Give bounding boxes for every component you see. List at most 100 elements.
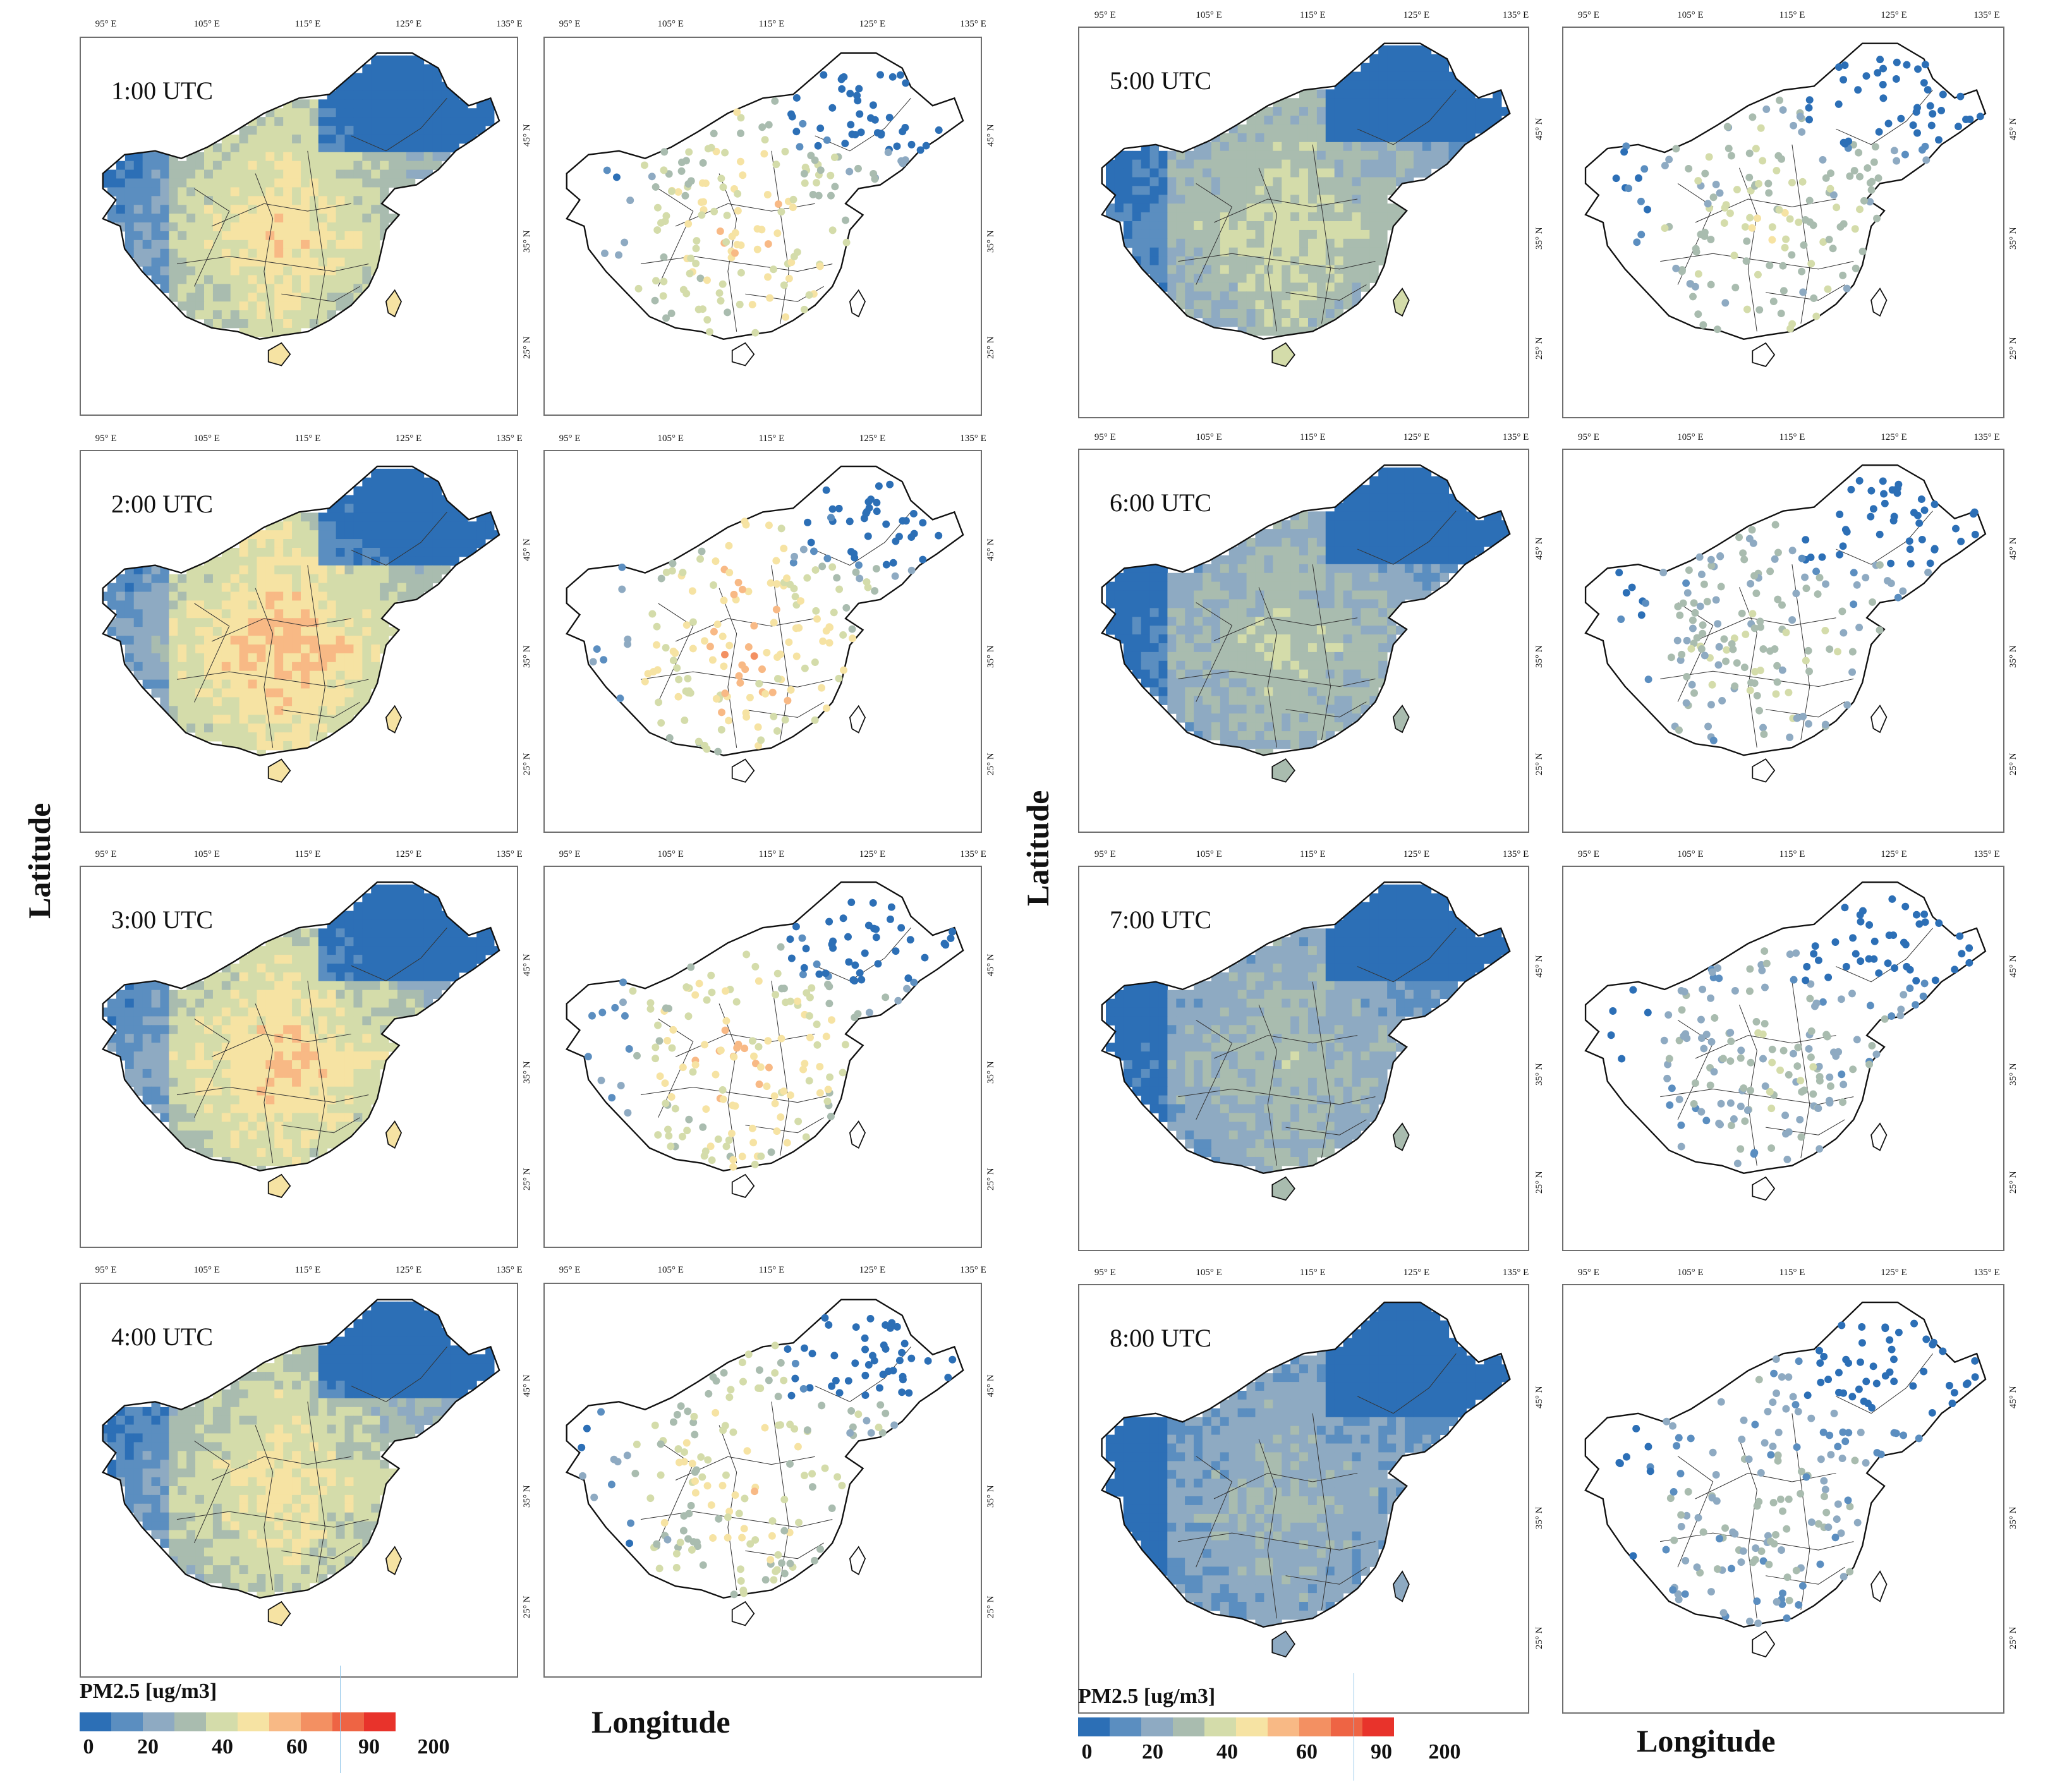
station-marker — [1697, 231, 1705, 238]
station-marker — [744, 588, 753, 596]
station-marker — [768, 688, 777, 696]
station-marker — [1876, 626, 1884, 634]
station-marker — [1831, 938, 1840, 946]
legend-colorbar — [80, 1712, 459, 1731]
station-marker — [1754, 214, 1762, 222]
station-marker — [597, 1076, 605, 1084]
station-marker — [764, 240, 772, 248]
station-marker — [1812, 312, 1821, 320]
station-marker — [641, 677, 649, 686]
station-marker — [721, 689, 729, 698]
station-marker — [792, 128, 801, 136]
lat-ticks-r4a: 45° N 35° N 25° N — [1534, 1284, 1549, 1714]
station-marker — [1726, 1057, 1735, 1065]
station-marker — [771, 1341, 779, 1350]
taiwan-island — [1392, 288, 1410, 317]
station-marker — [682, 289, 691, 298]
station-marker — [744, 1350, 753, 1359]
station-marker — [1618, 1055, 1626, 1063]
station-marker — [1796, 112, 1804, 121]
station-marker — [922, 142, 930, 150]
station-marker — [874, 960, 882, 968]
station-marker — [744, 643, 753, 651]
province-border — [675, 618, 815, 642]
station-marker — [1682, 699, 1690, 707]
station-marker — [1798, 554, 1806, 562]
station-marker — [869, 899, 877, 907]
station-marker — [842, 603, 851, 612]
province-border — [194, 188, 230, 287]
station-marker — [825, 983, 834, 991]
station-marker — [1778, 1373, 1786, 1381]
station-marker — [767, 1148, 775, 1156]
lat-ticks-l1a: 45° N 35° N 25° N — [522, 37, 537, 416]
station-marker — [736, 679, 744, 687]
station-marker — [1834, 1443, 1842, 1451]
hainan-island — [731, 342, 755, 366]
station-marker — [871, 587, 879, 595]
station-marker — [662, 212, 670, 220]
station-marker — [1862, 574, 1870, 582]
station-marker — [691, 1489, 700, 1497]
station-marker — [1730, 251, 1738, 260]
station-marker — [767, 1556, 775, 1564]
station-marker — [1807, 554, 1815, 562]
station-marker — [1715, 974, 1723, 983]
station-marker — [787, 1391, 796, 1400]
station-marker — [1812, 999, 1821, 1007]
province-border — [176, 256, 369, 272]
province-border — [307, 981, 325, 1156]
country-outline — [565, 52, 964, 341]
lon-tick: 105° E — [1677, 10, 1704, 20]
station-marker — [892, 947, 900, 955]
station-marker — [1794, 1407, 1802, 1415]
station-marker — [743, 950, 751, 959]
legend-swatch — [143, 1712, 174, 1731]
station-marker — [1622, 589, 1630, 597]
station-marker — [708, 988, 716, 996]
station-marker — [579, 1472, 586, 1480]
legend-label: 200 — [417, 1735, 450, 1759]
station-marker — [1857, 1429, 1865, 1436]
station-marker — [818, 684, 826, 692]
station-marker — [1840, 1389, 1848, 1397]
station-marker — [1788, 178, 1796, 186]
station-marker — [799, 1065, 808, 1074]
legend-swatch — [332, 1712, 364, 1731]
station-marker — [1894, 593, 1902, 602]
station-marker — [1635, 174, 1642, 182]
station-marker — [1814, 956, 1822, 964]
station-marker — [865, 1008, 873, 1017]
station-marker — [719, 183, 727, 191]
station-marker — [773, 727, 781, 735]
station-marker — [702, 1105, 710, 1113]
station-marker — [1809, 1063, 1817, 1071]
station-marker — [1685, 566, 1693, 574]
station-marker — [1767, 1144, 1776, 1153]
station-marker — [846, 1429, 854, 1437]
lon-tick: 115° E — [294, 849, 321, 859]
station-marker — [1782, 1130, 1790, 1138]
station-marker — [846, 518, 854, 526]
station-marker — [685, 687, 693, 695]
map-panel-model-1: 1:00 UTC — [80, 37, 518, 416]
province-border — [1766, 1566, 1845, 1585]
province-border — [1258, 587, 1277, 748]
station-marker — [780, 984, 788, 993]
station-marker — [1769, 1499, 1778, 1507]
province-border — [815, 512, 911, 566]
station-marker — [777, 1034, 785, 1043]
station-marker — [844, 1377, 852, 1385]
lon-tick: 105° E — [193, 849, 220, 859]
station-marker — [891, 572, 899, 580]
station-marker — [1838, 607, 1846, 615]
latitude-title-right: Latitude — [1020, 790, 1055, 906]
station-marker — [1874, 69, 1882, 77]
station-marker — [1833, 203, 1841, 212]
lat-tick: 35° N — [1534, 1506, 1544, 1529]
lon-tick: 95° E — [95, 433, 117, 444]
station-marker — [1778, 1546, 1785, 1554]
station-marker — [1694, 310, 1702, 318]
station-marker — [755, 1366, 763, 1374]
station-marker — [734, 190, 742, 198]
